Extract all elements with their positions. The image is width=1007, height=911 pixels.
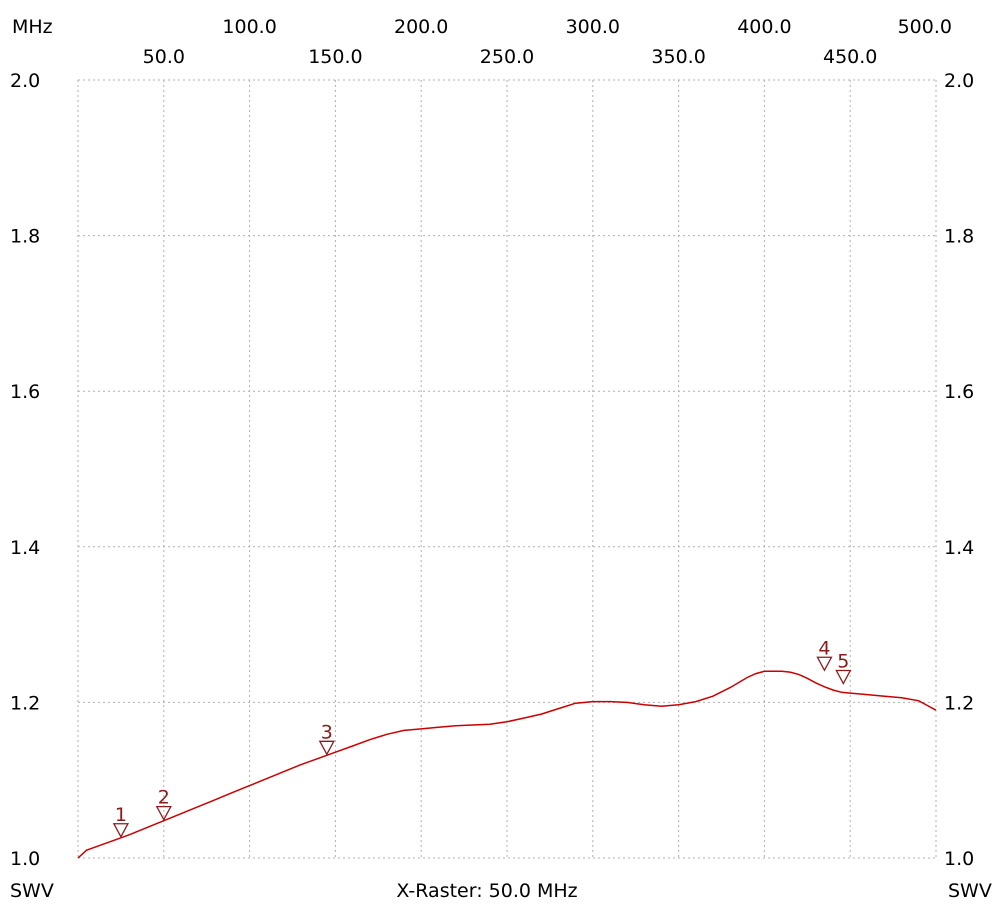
y-tick-label-right: 2.0: [944, 70, 974, 92]
marker-triangle: [835, 669, 852, 685]
swr-trace: [77, 670, 937, 859]
y-tick-label-right: 1.4: [944, 537, 974, 559]
x-tick-label: 400.0: [737, 16, 791, 38]
marker-label: 1: [115, 804, 127, 826]
markers: 1 2 3 45: [112, 637, 852, 839]
x-tick-label: 350.0: [651, 46, 705, 68]
y-tick-label-left: 1.4: [10, 537, 40, 559]
x-tick-label: 200.0: [394, 16, 448, 38]
x-tick-label: 50.0: [143, 46, 185, 68]
y-axis-label-left: SWV: [10, 880, 54, 902]
marker-triangle: [155, 806, 172, 822]
x-tick-label: 250.0: [480, 46, 534, 68]
y-tick-label-left: 1.2: [10, 692, 40, 714]
x-unit-label: MHz: [12, 16, 53, 38]
axis-labels: MHz SWV SWV X-Raster: 50.0 MHz: [10, 16, 992, 902]
grid-lines: [77, 79, 937, 859]
y-tick-label-left: 1.6: [10, 381, 40, 403]
marker-label: 5: [837, 651, 849, 673]
y-tick-label-right: 1.0: [944, 848, 974, 870]
y-axis-label-right: SWV: [948, 880, 992, 902]
x-raster-footer: X-Raster: 50.0 MHz: [396, 880, 577, 902]
x-tick-label: 150.0: [308, 46, 362, 68]
marker-label: 2: [158, 787, 170, 809]
x-tick-label: 450.0: [823, 46, 877, 68]
marker-triangle: [816, 656, 833, 672]
swr-series-line: [77, 670, 937, 859]
marker-triangle: [318, 740, 335, 756]
y-tick-label-right: 1.8: [944, 226, 974, 248]
y-tick-label-right: 1.2: [944, 692, 974, 714]
x-tick-label: 100.0: [222, 16, 276, 38]
marker-triangle: [112, 823, 129, 839]
x-tick-label: 300.0: [566, 16, 620, 38]
marker-label: 4: [818, 637, 830, 659]
tick-labels: 50.0 100.0 150.0 200.0 250.0 300.0 350.0 400.0 4…: [10, 16, 974, 870]
x-tick-label: 500.0: [898, 16, 952, 38]
y-tick-label-left: 1.8: [10, 226, 40, 248]
marker-label: 3: [321, 721, 333, 743]
y-tick-label-right: 1.6: [944, 381, 974, 403]
y-tick-label-left: 1.0: [10, 848, 40, 870]
y-tick-label-left: 2.0: [10, 70, 40, 92]
